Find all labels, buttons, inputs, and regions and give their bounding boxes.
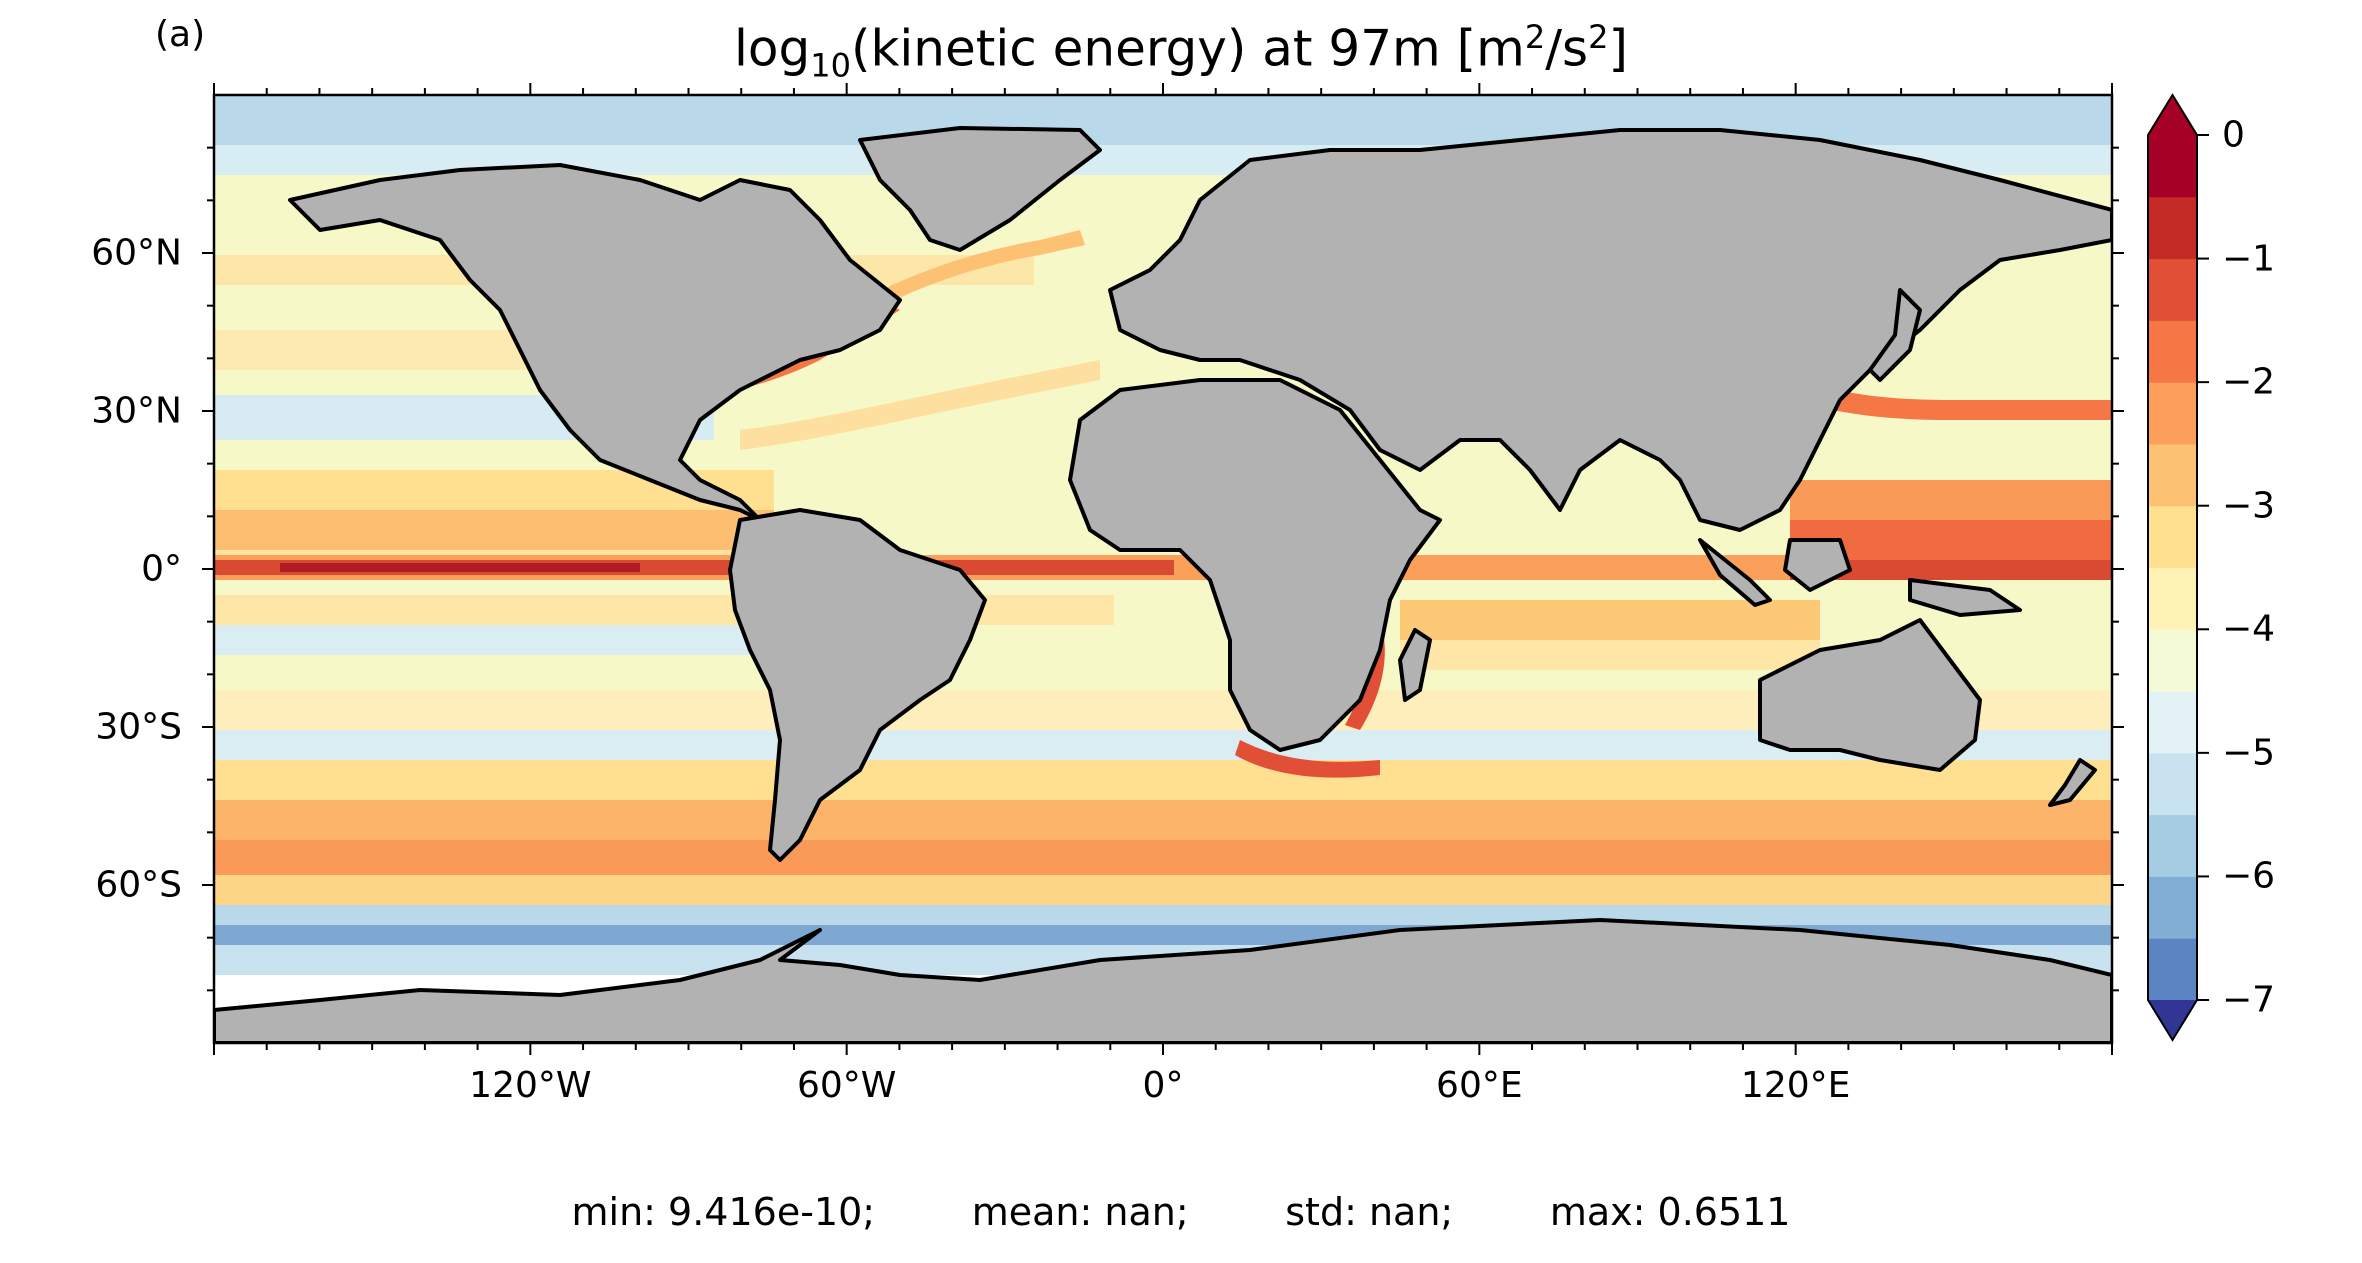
eurasia	[1108, 128, 2112, 532]
colorbar-tick-label: −3	[2222, 485, 2276, 527]
colorbar-segment	[2148, 629, 2197, 692]
antarctica	[214, 918, 2112, 1043]
lon-tick-label: 60°E	[1436, 1065, 1523, 1106]
colorbar-segment	[2148, 443, 2197, 507]
australia	[1758, 618, 1982, 772]
land-masses	[214, 126, 2112, 1043]
colorbar-extend-min	[2148, 1000, 2197, 1040]
statistics-summary: min: 9.416e-10; mean: nan; std: nan; max…	[571, 1190, 1791, 1234]
lat-tick-label: 60°N	[91, 232, 182, 274]
lon-tick-label: 120°W	[469, 1065, 592, 1106]
japan	[1868, 288, 1922, 382]
colorbar-segment	[2148, 505, 2197, 568]
lat-tick-label: 30°S	[95, 706, 182, 748]
colorbar-tick-label: −7	[2222, 979, 2276, 1021]
colorbar-segment	[2148, 752, 2197, 816]
new-guinea	[1908, 578, 2022, 617]
colorbar-tick-label: −4	[2222, 608, 2276, 650]
colorbar-tick-label: −6	[2222, 855, 2276, 897]
borneo	[1783, 538, 1852, 592]
panel-label: (a)	[155, 14, 206, 55]
sumatra	[1698, 538, 1772, 607]
colorbar	[2147, 93, 2209, 1042]
colorbar-segment	[2148, 320, 2197, 383]
colorbar-tick-label: 0	[2222, 114, 2245, 156]
colorbar-segment	[2148, 938, 2197, 1001]
colorbar-segment	[2148, 135, 2197, 198]
colorbar-tick-label: −2	[2222, 361, 2276, 403]
south-america	[728, 508, 987, 862]
colorbar-extend-max	[2148, 95, 2197, 135]
colorbar-segment	[2148, 876, 2197, 939]
africa	[1068, 378, 1442, 752]
latitude-ticks	[202, 146, 2124, 992]
colorbar-segment	[2148, 196, 2197, 260]
colorbar-segment	[2148, 382, 2197, 445]
lon-tick-label: 60°W	[796, 1065, 897, 1106]
colorbar-tick-label: −5	[2222, 732, 2276, 774]
figure-title: log10(kinetic energy) at 97m [m2/s2]	[734, 18, 1628, 85]
colorbar-segment	[2148, 567, 2197, 630]
lat-tick-label: 0°	[141, 548, 182, 590]
new-zealand	[2048, 758, 2097, 807]
colorbar-segment	[2148, 258, 2197, 321]
colorbar-segment	[2148, 814, 2197, 877]
longitude-ticks	[213, 83, 2113, 1055]
colorbar-segment	[2148, 691, 2197, 754]
lat-tick-label: 30°N	[91, 390, 182, 432]
lon-tick-label: 120°E	[1740, 1065, 1851, 1106]
lon-tick-label: 0°	[1142, 1065, 1184, 1106]
lat-tick-label: 60°S	[95, 864, 182, 906]
north-america	[288, 163, 902, 522]
madagascar	[1398, 628, 1432, 702]
greenland	[858, 126, 1102, 252]
colorbar-tick-label: −1	[2222, 238, 2276, 280]
